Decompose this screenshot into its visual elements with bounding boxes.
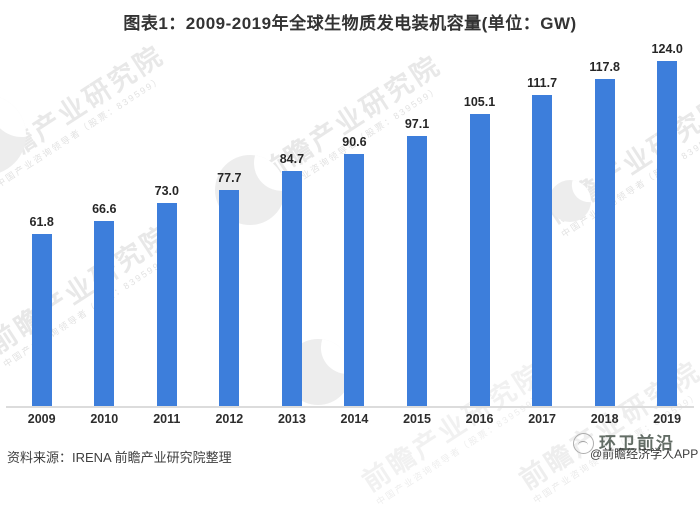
- qianzhan-watermark-text: 前瞻产业研究院 中国产业咨询领导者（股票：839599）: [357, 357, 550, 508]
- bar-value-label: 111.7: [527, 76, 558, 90]
- bar-2009: [31, 234, 52, 406]
- bar-2014: [344, 154, 365, 406]
- bar-value-label: 77.7: [217, 171, 242, 185]
- x-axis-label: 2011: [153, 412, 181, 426]
- bar-2015: [407, 136, 427, 406]
- x-axis-line: [6, 406, 694, 408]
- x-axis-label: 2019: [653, 412, 682, 426]
- bar-2011: [156, 203, 177, 406]
- bar-value-label: 90.6: [342, 135, 367, 149]
- chart-title: 图表1：2009-2019年全球生物质发电装机容量(单位：GW): [123, 14, 577, 33]
- bar-value-label: 84.7: [279, 152, 305, 166]
- bar-value-label: 105.1: [463, 95, 496, 109]
- biomass-capacity-chart-page: { "title": "图表1：2009-2019年全球生物质发电装机容量(单位…: [0, 0, 700, 477]
- x-axis-label: 2009: [27, 412, 56, 426]
- bar-value-label: 97.1: [404, 117, 430, 131]
- qianzhan-watermark-text: 前瞻产业研究院 中国产业咨询领导者（股票：839599）: [0, 39, 170, 190]
- x-axis-label: 2017: [528, 412, 556, 426]
- huanwei-qianyan-logo-icon: [573, 433, 594, 454]
- bar-2012: [219, 190, 240, 406]
- x-axis-label: 2018: [590, 412, 619, 426]
- bar-value-label: 61.8: [29, 215, 54, 229]
- bar-value-label: 66.6: [92, 202, 117, 216]
- x-axis-label: 2013: [277, 412, 306, 426]
- bar-2016: [469, 114, 490, 406]
- x-axis-label: 2012: [215, 412, 244, 426]
- qianzhan-watermark-logo-icon: [0, 95, 26, 175]
- bar-2019: [657, 61, 678, 406]
- bar-value-label: 73.0: [154, 184, 179, 198]
- x-axis-label: 2014: [340, 412, 369, 426]
- x-axis-label: 2010: [90, 412, 119, 426]
- bar-value-label: 124.0: [651, 42, 683, 56]
- bar-2017: [532, 95, 553, 406]
- x-axis-label: 2016: [465, 412, 494, 426]
- brand-credit-text: @前瞻经济学人APP: [590, 447, 699, 461]
- x-axis-label: 2015: [403, 412, 431, 426]
- bar-2018: [594, 79, 615, 406]
- brand-overlay-text: 环卫前沿: [599, 434, 675, 453]
- bar-2013: [281, 171, 302, 406]
- bar-2010: [94, 221, 115, 406]
- qianzhan-watermark-logo-icon: [549, 180, 591, 222]
- bar-value-label: 117.8: [589, 60, 620, 74]
- source-note: 资料来源：IRENA 前瞻产业研究院整理: [7, 450, 232, 465]
- bar-chart-plot-area: 前瞻产业研究院 中国产业咨询领导者（股票：839599） 前瞻产业研究院 中国产业咨询…: [0, 0, 700, 406]
